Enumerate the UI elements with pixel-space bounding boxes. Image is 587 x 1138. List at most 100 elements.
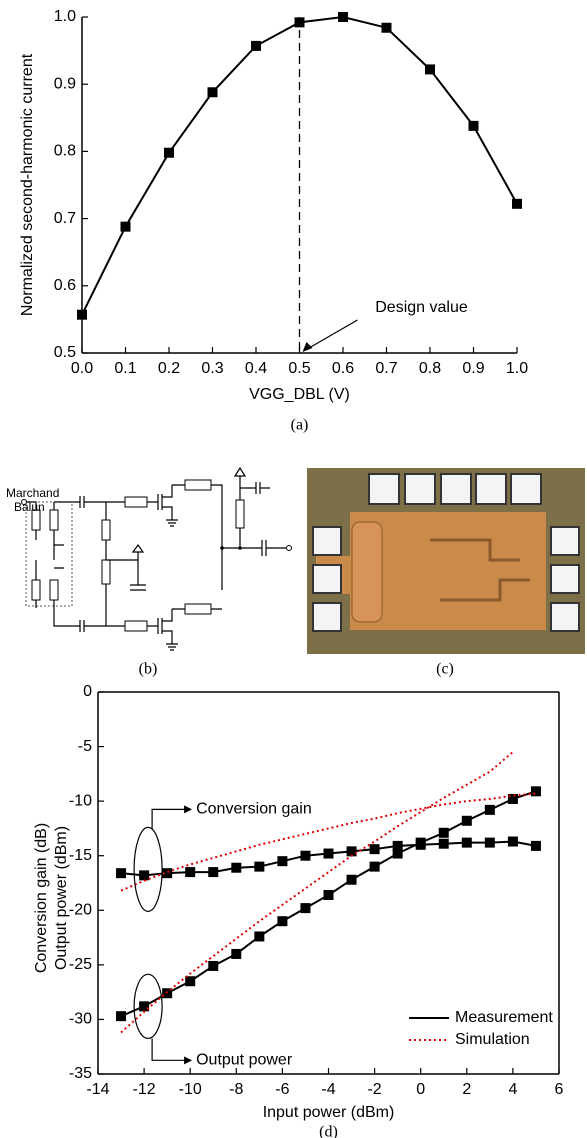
x-tick-label: 0.4 bbox=[245, 360, 267, 377]
y-axis-label: Output power (dBm) bbox=[53, 826, 70, 970]
y-tick-label: -35 bbox=[69, 1065, 92, 1082]
marker bbox=[231, 863, 241, 873]
x-tick-label: -10 bbox=[179, 1081, 202, 1098]
marker bbox=[382, 23, 392, 33]
arrow bbox=[306, 320, 358, 350]
x-tick-label: 2 bbox=[462, 1081, 471, 1098]
x-tick-label: -6 bbox=[275, 1081, 289, 1098]
caption: (d) bbox=[319, 1124, 338, 1138]
marker bbox=[485, 838, 495, 848]
marker bbox=[512, 199, 522, 209]
y-tick-label: -15 bbox=[69, 847, 92, 864]
y-tick-label: -20 bbox=[69, 902, 92, 919]
marker bbox=[254, 931, 264, 941]
x-tick-label: 0.6 bbox=[332, 360, 354, 377]
callout-arrow bbox=[152, 1038, 186, 1060]
marker bbox=[116, 1011, 126, 1021]
marker bbox=[185, 867, 195, 877]
marker bbox=[324, 849, 334, 859]
marker bbox=[116, 868, 126, 878]
x-tick-label: 0.1 bbox=[114, 360, 136, 377]
marker bbox=[338, 12, 348, 22]
x-tick-label: -12 bbox=[133, 1081, 156, 1098]
marker bbox=[485, 805, 495, 815]
balun-label: Marchand bbox=[6, 486, 59, 500]
marker bbox=[531, 841, 541, 851]
x-tick-label: 0.7 bbox=[375, 360, 397, 377]
x-tick-label: 0 bbox=[416, 1081, 425, 1098]
y-axis-label: Normalized second-harmonic current bbox=[19, 53, 36, 316]
series-line bbox=[121, 791, 536, 1016]
x-tick-label: -8 bbox=[229, 1081, 243, 1098]
y-tick-label: 0 bbox=[83, 683, 92, 700]
y-tick-label: 0.8 bbox=[54, 143, 76, 160]
marker bbox=[208, 87, 218, 97]
marker bbox=[277, 856, 287, 866]
caption: (c) bbox=[436, 661, 454, 678]
marker bbox=[462, 816, 472, 826]
y-axis-label: Conversion gain (dB) bbox=[33, 823, 50, 973]
marker bbox=[300, 903, 310, 913]
marker bbox=[77, 310, 87, 320]
marker bbox=[185, 976, 195, 986]
y-tick-label: -30 bbox=[69, 1011, 92, 1028]
callout-arrow bbox=[152, 809, 186, 829]
y-tick-label: 0.7 bbox=[54, 210, 76, 227]
marker bbox=[208, 961, 218, 971]
marker bbox=[439, 828, 449, 838]
annotation: Design value bbox=[375, 299, 468, 316]
x-tick-label: 0.8 bbox=[419, 360, 441, 377]
marker bbox=[347, 875, 357, 885]
marker bbox=[121, 222, 131, 232]
marker bbox=[324, 890, 334, 900]
y-tick-label: 1.0 bbox=[54, 8, 76, 25]
x-tick-label: 0.2 bbox=[158, 360, 180, 377]
x-tick-label: 0.9 bbox=[462, 360, 484, 377]
legend-label: Measurement bbox=[455, 1009, 553, 1026]
marker bbox=[469, 121, 479, 131]
callout-ellipse bbox=[134, 827, 162, 911]
figure: Marchand Balun (b) bbox=[0, 0, 587, 1138]
marker bbox=[164, 148, 174, 158]
marker bbox=[531, 786, 541, 796]
x-tick-label: 0.5 bbox=[288, 360, 310, 377]
marker bbox=[231, 949, 241, 959]
marker bbox=[425, 64, 435, 74]
marker bbox=[370, 844, 380, 854]
x-tick-label: -14 bbox=[86, 1081, 109, 1098]
y-tick-label: 0.5 bbox=[54, 344, 76, 361]
y-tick-label: -10 bbox=[69, 792, 92, 809]
marker bbox=[393, 849, 403, 859]
x-tick-label: 1.0 bbox=[506, 360, 528, 377]
chip-photo: (c) bbox=[307, 468, 585, 678]
marker bbox=[277, 916, 287, 926]
marker bbox=[370, 862, 380, 872]
marker bbox=[300, 851, 310, 861]
marker bbox=[508, 837, 518, 847]
arrow-head bbox=[303, 342, 313, 352]
marker bbox=[251, 41, 261, 51]
marker bbox=[139, 870, 149, 880]
y-tick-label: -5 bbox=[78, 738, 92, 755]
y-tick-label: 0.9 bbox=[54, 75, 76, 92]
x-tick-label: 0.0 bbox=[71, 360, 93, 377]
marker bbox=[416, 838, 426, 848]
annotation: Output power bbox=[196, 1052, 293, 1069]
x-axis-label: Input power (dBm) bbox=[263, 1104, 395, 1121]
marker bbox=[295, 17, 305, 27]
x-tick-label: 0.3 bbox=[201, 360, 223, 377]
annotation: Conversion gain bbox=[196, 801, 312, 818]
x-axis-label: VGG_DBL (V) bbox=[249, 386, 350, 403]
x-tick-label: -4 bbox=[321, 1081, 335, 1098]
marker bbox=[208, 867, 218, 877]
marker bbox=[254, 862, 264, 872]
caption: (a) bbox=[291, 417, 309, 434]
x-tick-label: -2 bbox=[367, 1081, 381, 1098]
marker bbox=[439, 839, 449, 849]
series-line bbox=[121, 752, 513, 1032]
schematic: Marchand Balun (b) bbox=[6, 468, 292, 678]
legend-label: Simulation bbox=[455, 1031, 530, 1048]
y-tick-label: 0.6 bbox=[54, 277, 76, 294]
y-tick-label: -25 bbox=[69, 956, 92, 973]
marker bbox=[462, 838, 472, 848]
